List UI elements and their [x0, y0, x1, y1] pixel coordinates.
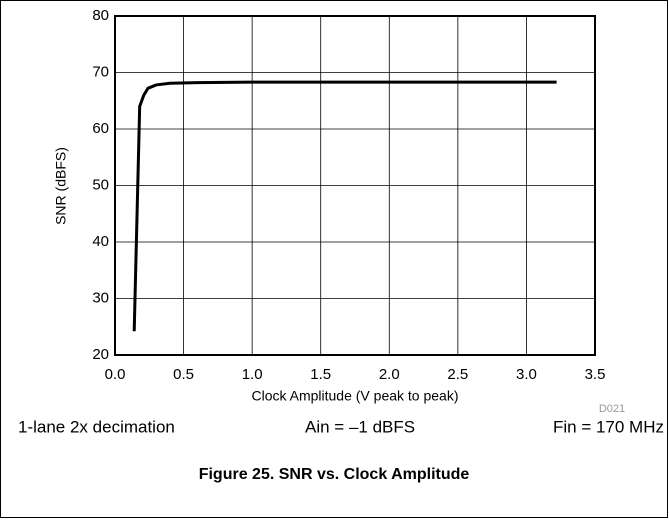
annotation: Ain = –1 dBFS	[305, 417, 415, 436]
y-tick-label: 70	[92, 63, 109, 80]
x-tick-label: 2.5	[447, 366, 468, 383]
caption: Figure 25. SNR vs. Clock Amplitude	[199, 466, 470, 483]
x-axis-label: Clock Amplitude (V peak to peak)	[252, 388, 459, 404]
y-tick-label: 80	[92, 7, 109, 24]
plot-border	[114, 15, 596, 356]
y-axis-label: SNR (dBFS)	[53, 147, 69, 225]
x-tick-label: 3.5	[585, 366, 606, 383]
data-line	[132, 80, 557, 332]
x-tick-label: 1.5	[310, 366, 331, 383]
y-tick-label: 30	[92, 289, 109, 306]
x-tick-label: 0.0	[105, 366, 126, 383]
x-tick-label: 2.0	[379, 366, 400, 383]
y-tick-label: 50	[92, 176, 109, 193]
x-tick-label: 1.0	[242, 366, 263, 383]
y-tick-label: 40	[92, 233, 109, 250]
figure-id: D021	[599, 403, 625, 415]
y-tick-label: 20	[92, 346, 109, 363]
annotation: 1-lane 2x decimation	[18, 417, 175, 436]
annotation: Fin = 170 MHz	[553, 417, 664, 436]
x-tick-label: 0.5	[173, 366, 194, 383]
y-tick-label: 60	[92, 120, 109, 137]
x-tick-label: 3.0	[516, 366, 537, 383]
